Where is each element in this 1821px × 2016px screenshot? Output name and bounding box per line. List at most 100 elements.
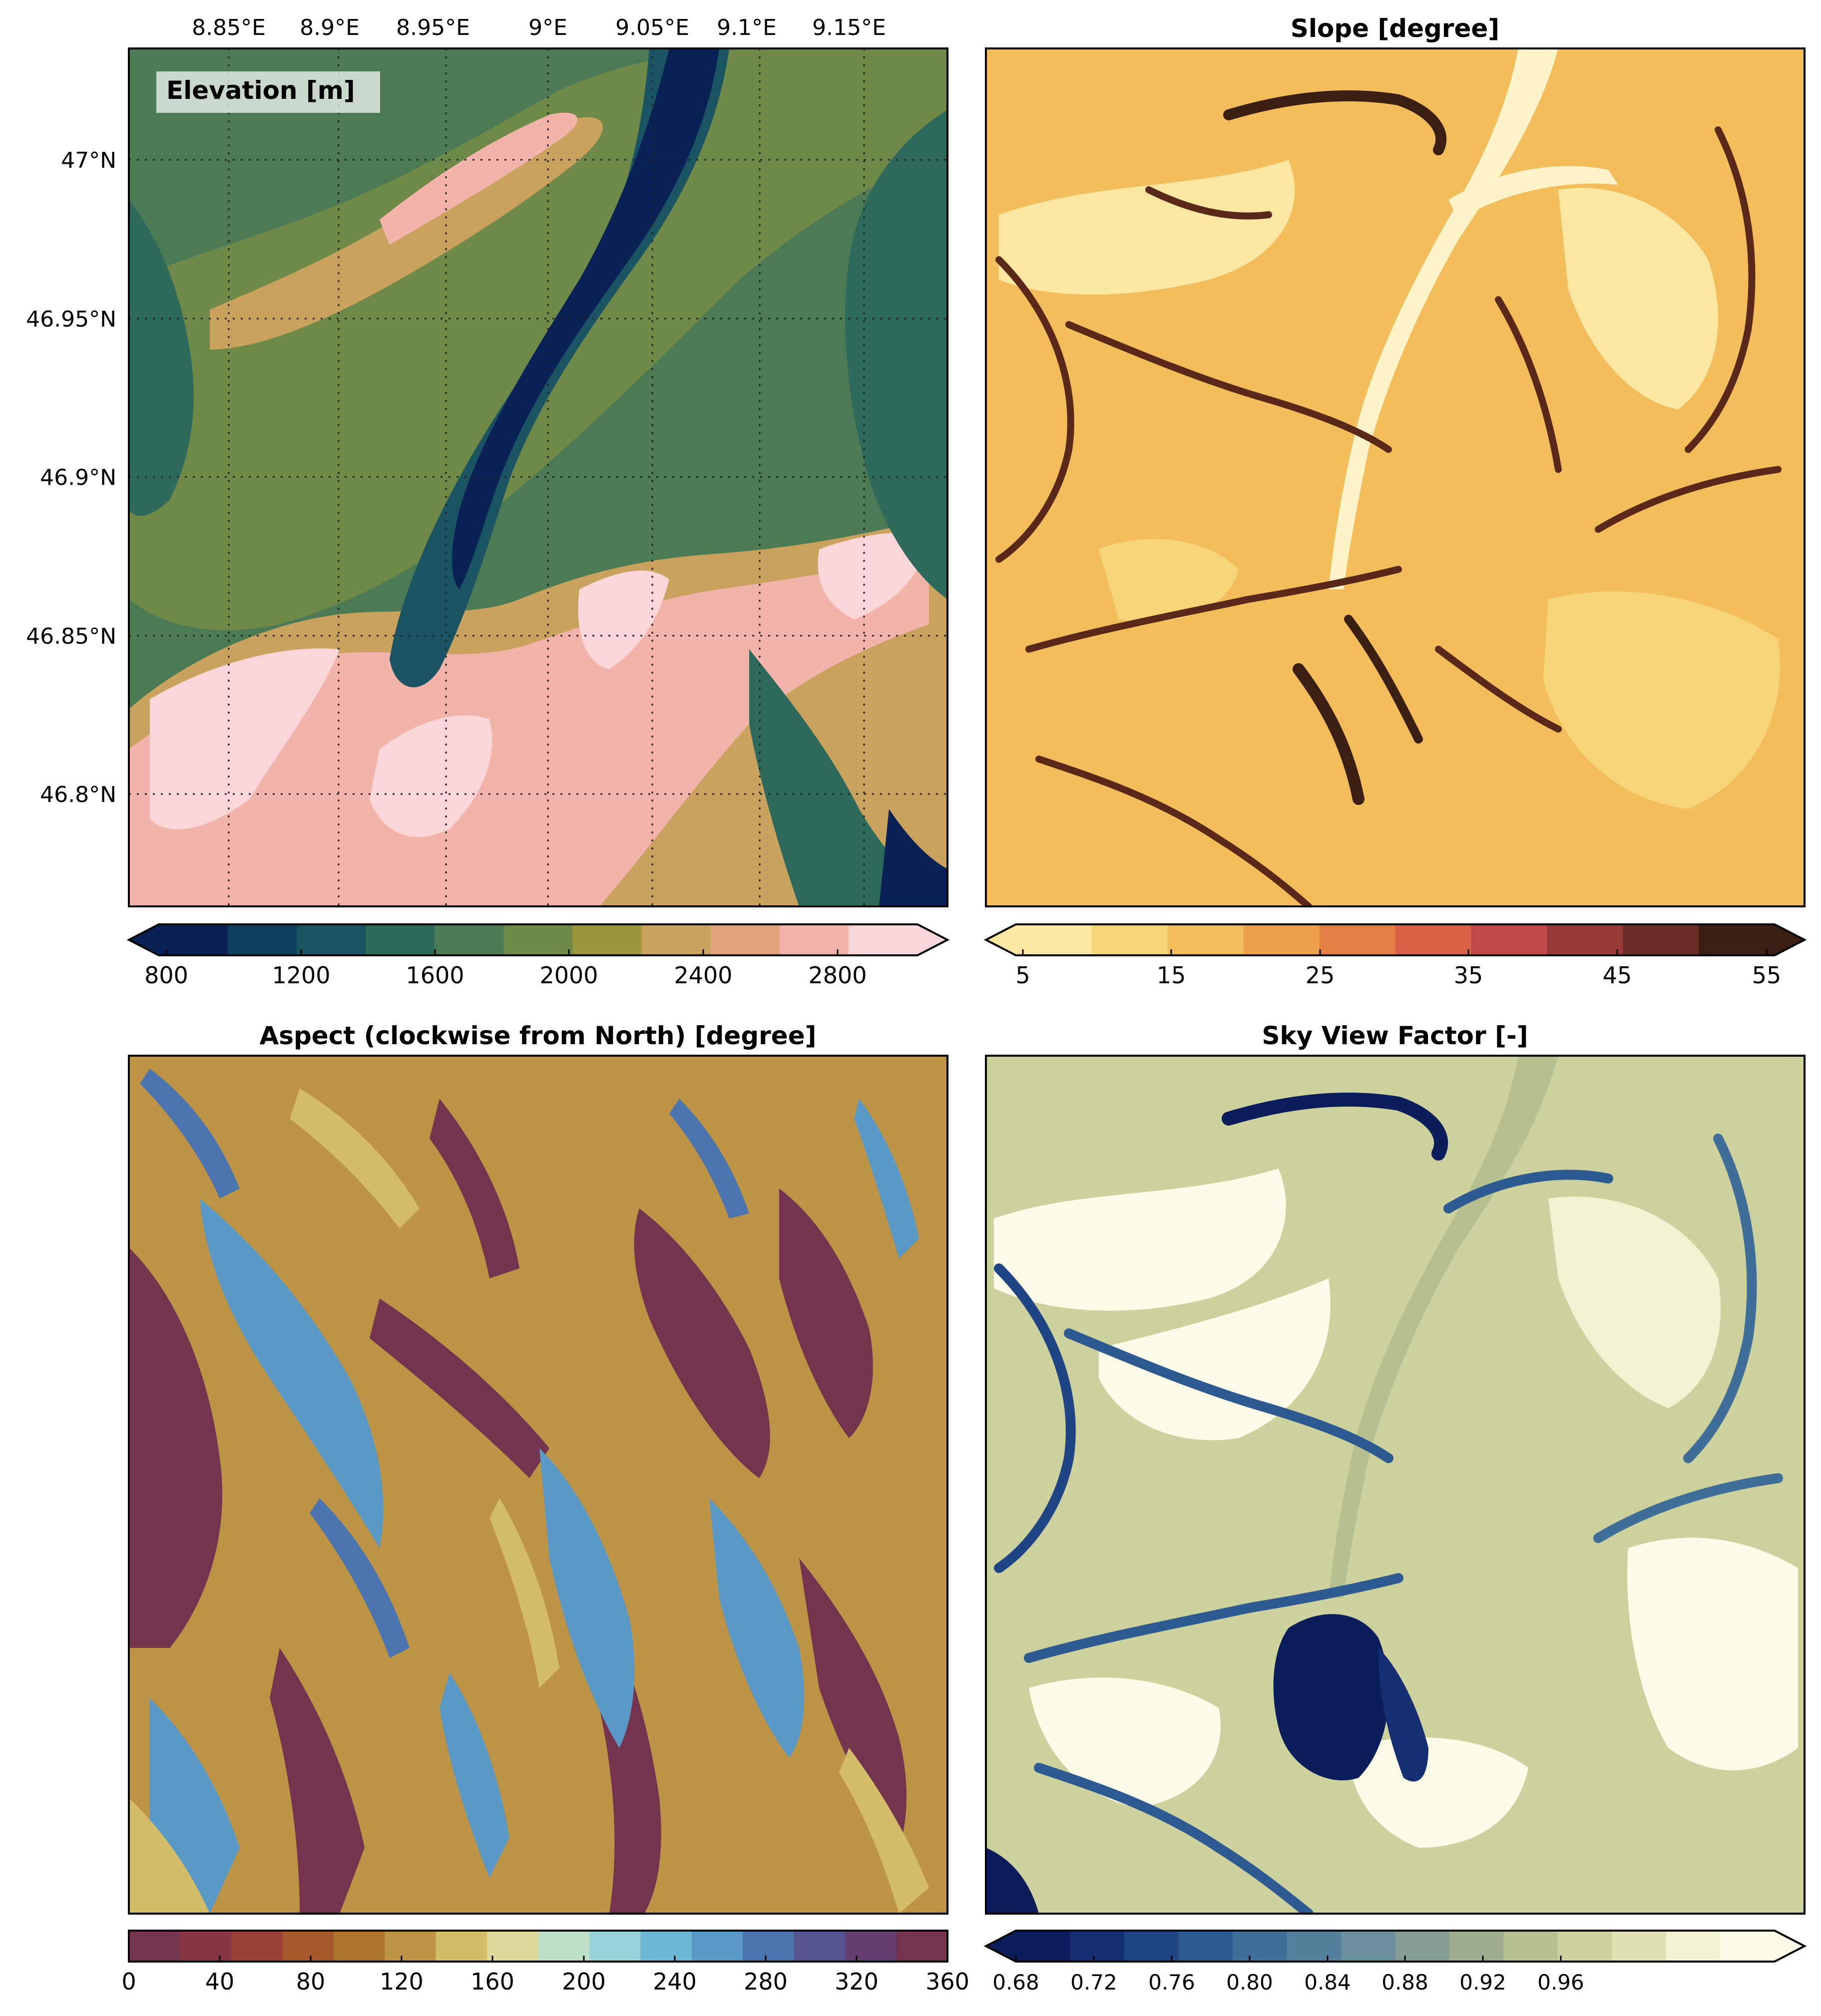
colorbar-segment bbox=[1167, 924, 1244, 955]
aspect-colorbar: 0 40 80 120 160 200 240 280 320 360 bbox=[121, 1930, 969, 1995]
colorbar-segment bbox=[1547, 924, 1623, 955]
colorbar-segment bbox=[1233, 1931, 1287, 1962]
colorbar-segment bbox=[691, 1931, 743, 1962]
slope-ridges bbox=[995, 90, 1782, 906]
colorbar-tick-label: 240 bbox=[653, 1968, 697, 1995]
colorbar-segment bbox=[231, 1931, 283, 1962]
colorbar-segment bbox=[487, 1931, 538, 1962]
colorbar-extend-high bbox=[1775, 1931, 1805, 1962]
slope-title: Slope [degree] bbox=[1291, 14, 1499, 43]
colorbar-extend-low bbox=[986, 924, 1016, 955]
colorbar-segment bbox=[159, 924, 228, 955]
colorbar-tick-label: 280 bbox=[744, 1968, 788, 1995]
colorbar-tick-label: 45 bbox=[1603, 962, 1632, 989]
colorbar-segment bbox=[1070, 1931, 1125, 1962]
lon-tick-label: 9.15°E bbox=[812, 15, 886, 40]
colorbar-tick-label: 200 bbox=[562, 1968, 606, 1995]
colorbar-segment bbox=[1243, 924, 1320, 955]
colorbar-segment bbox=[1091, 924, 1168, 955]
colorbar-tick-label: 0.76 bbox=[1148, 1970, 1195, 1995]
colorbar-segment bbox=[1287, 1931, 1342, 1962]
lat-tick-label: 46.9°N bbox=[40, 465, 116, 490]
colorbar-tick-label: 160 bbox=[470, 1968, 514, 1995]
colorbar-tick-label: 80 bbox=[296, 1968, 326, 1995]
colorbar-extend-low bbox=[986, 1931, 1016, 1962]
colorbar-tick-label: 800 bbox=[144, 962, 188, 989]
colorbar-segment bbox=[845, 1931, 897, 1962]
lon-tick-label: 9.1°E bbox=[717, 15, 777, 40]
lat-tick-label: 46.95°N bbox=[26, 307, 116, 332]
colorbar-segment bbox=[710, 924, 780, 955]
colorbar-segment bbox=[1341, 1931, 1395, 1962]
colorbar-tick-label: 0.68 bbox=[992, 1970, 1039, 1995]
elevation-panel: Elevation [m] 8.85°E 8.9°E 8.95°E 9°E 9.… bbox=[26, 15, 950, 989]
colorbar-extend-high bbox=[1775, 924, 1805, 955]
colorbar-segment bbox=[640, 1931, 692, 1962]
colorbar-segment bbox=[1395, 1931, 1450, 1962]
colorbar-segment bbox=[1720, 1931, 1775, 1962]
lon-tick-label: 9.05°E bbox=[615, 15, 689, 40]
colorbar-segment bbox=[435, 924, 504, 955]
lat-tick-label: 46.85°N bbox=[26, 624, 116, 649]
colorbar-tick-label: 1600 bbox=[406, 962, 464, 989]
colorbar-segment bbox=[794, 1931, 846, 1962]
colorbar-segment bbox=[129, 1931, 180, 1962]
sky-view-panel: Sky View Factor [-] bbox=[983, 1021, 1807, 1995]
lat-tick-labels: 47°N 46.95°N 46.9°N 46.85°N 46.8°N bbox=[26, 148, 116, 807]
colorbar-segment bbox=[538, 1931, 590, 1962]
colorbar-tick-label: 0.84 bbox=[1304, 1970, 1351, 1995]
colorbar-segment bbox=[333, 1931, 385, 1962]
slope-colorbar: 5 15 25 35 45 55 bbox=[983, 923, 1807, 989]
lon-tick-label: 9°E bbox=[528, 15, 567, 40]
colorbar-tick-label: 1200 bbox=[272, 962, 330, 989]
slope-frame bbox=[985, 47, 1806, 907]
colorbar-segment bbox=[180, 1931, 232, 1962]
colorbar-segment bbox=[1016, 1931, 1070, 1962]
elevation-colorbar: 800 1200 1600 2000 2400 2800 bbox=[126, 923, 950, 989]
sky-view-valleys bbox=[994, 1092, 1783, 1914]
colorbar-segment bbox=[572, 924, 642, 955]
aspect-east-slopes bbox=[129, 1089, 929, 1914]
colorbar-segment bbox=[1612, 1931, 1667, 1962]
colorbar-segment bbox=[848, 924, 918, 955]
colorbar-segment bbox=[1558, 1931, 1612, 1962]
colorbar-tick-label: 0.96 bbox=[1537, 1970, 1584, 1995]
graticule bbox=[129, 48, 947, 906]
colorbar-tick-label: 0 bbox=[121, 1968, 136, 1995]
colorbar-extend-low bbox=[129, 924, 159, 955]
colorbar-segment bbox=[1395, 924, 1471, 955]
elevation-label-box bbox=[156, 71, 380, 113]
colorbar-segment bbox=[1666, 1931, 1721, 1962]
colorbar-segment bbox=[779, 924, 849, 955]
colorbar-segment bbox=[228, 924, 297, 955]
colorbar-segment bbox=[1016, 924, 1092, 955]
colorbar-outline bbox=[128, 1930, 948, 1963]
colorbar-segment bbox=[385, 1931, 437, 1962]
colorbar-tick-label: 2400 bbox=[674, 962, 732, 989]
colorbar-segment bbox=[436, 1931, 487, 1962]
colorbar-extend-high bbox=[917, 924, 947, 955]
aspect-north-slopes bbox=[150, 1099, 919, 1914]
lat-tick-label: 47°N bbox=[61, 148, 116, 173]
colorbar-tick-label: 55 bbox=[1752, 962, 1782, 989]
colorbar-tick-label: 15 bbox=[1157, 962, 1186, 989]
colorbar-tick-label: 0.72 bbox=[1070, 1970, 1117, 1995]
sky-view-frame bbox=[985, 1055, 1806, 1915]
slope-map bbox=[986, 48, 1805, 906]
colorbar-tick-label: 320 bbox=[835, 1968, 879, 1995]
colorbar-segment bbox=[1503, 1931, 1558, 1962]
colorbar-tick-label: 0.88 bbox=[1381, 1970, 1428, 1995]
colorbar-tick-label: 35 bbox=[1454, 962, 1483, 989]
lon-tick-labels: 8.85°E 8.9°E 8.95°E 9°E 9.05°E 9.1°E 9.1… bbox=[192, 15, 886, 40]
colorbar-tick-label: 0.80 bbox=[1226, 1970, 1273, 1995]
sky-view-title: Sky View Factor [-] bbox=[1262, 1021, 1528, 1050]
colorbar-segment bbox=[1699, 924, 1775, 955]
colorbar-segment bbox=[743, 1931, 795, 1962]
lon-tick-label: 8.85°E bbox=[192, 15, 266, 40]
colorbar-segment bbox=[589, 1931, 641, 1962]
colorbar-tick-label: 5 bbox=[1015, 962, 1030, 989]
aspect-panel: Aspect (clockwise from North) [degree] bbox=[121, 1021, 969, 1995]
elevation-label: Elevation [m] bbox=[166, 76, 355, 105]
sky-view-map bbox=[986, 1056, 1805, 1914]
